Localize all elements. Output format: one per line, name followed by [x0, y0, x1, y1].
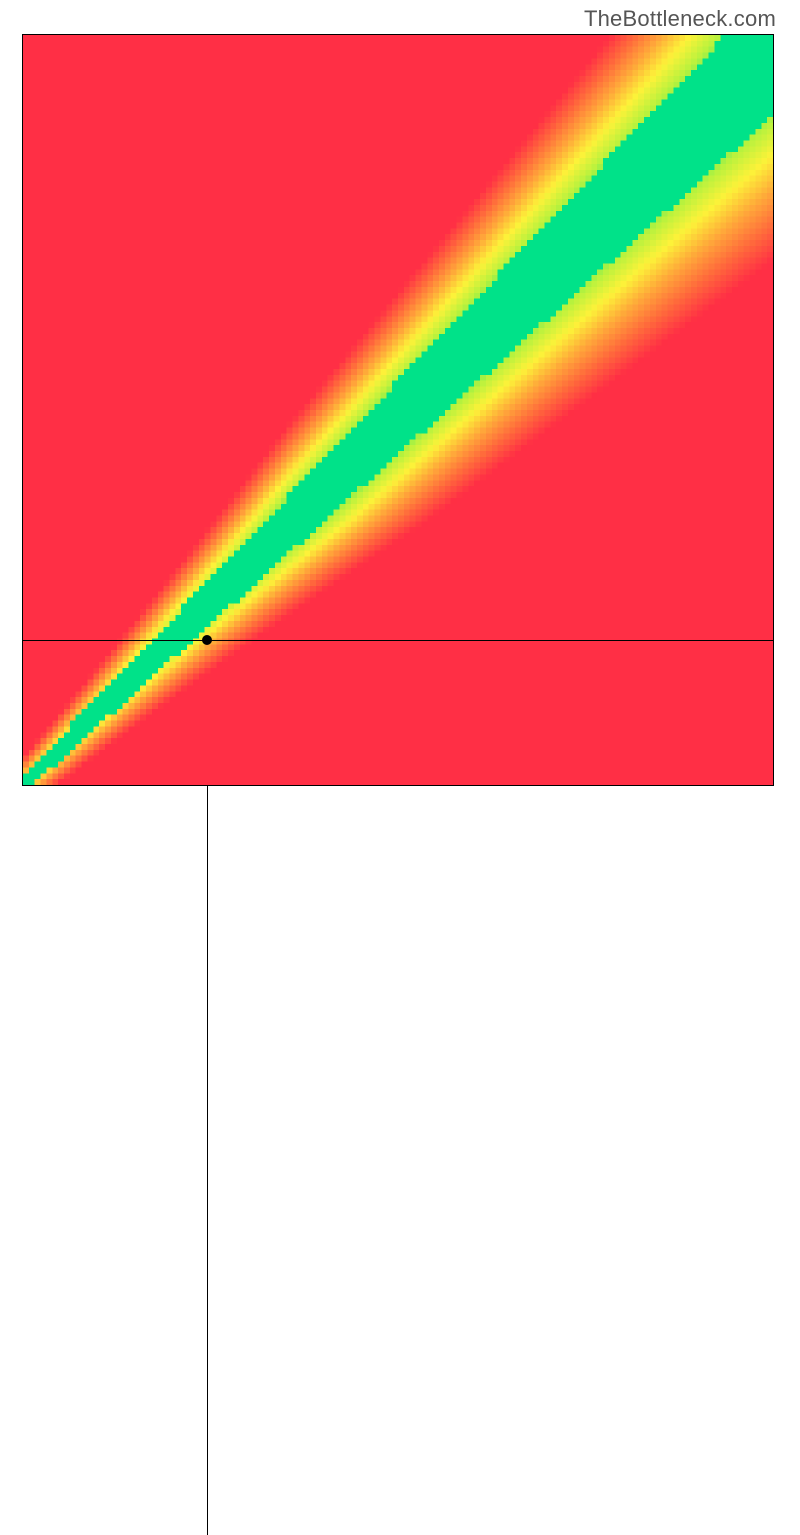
watermark-text: TheBottleneck.com	[584, 6, 776, 32]
heatmap-plot-area	[22, 34, 774, 786]
crosshair-horizontal-line	[23, 640, 773, 641]
heatmap-canvas	[23, 35, 773, 785]
crosshair-vertical-line	[207, 785, 208, 1535]
crosshair-marker	[202, 635, 212, 645]
